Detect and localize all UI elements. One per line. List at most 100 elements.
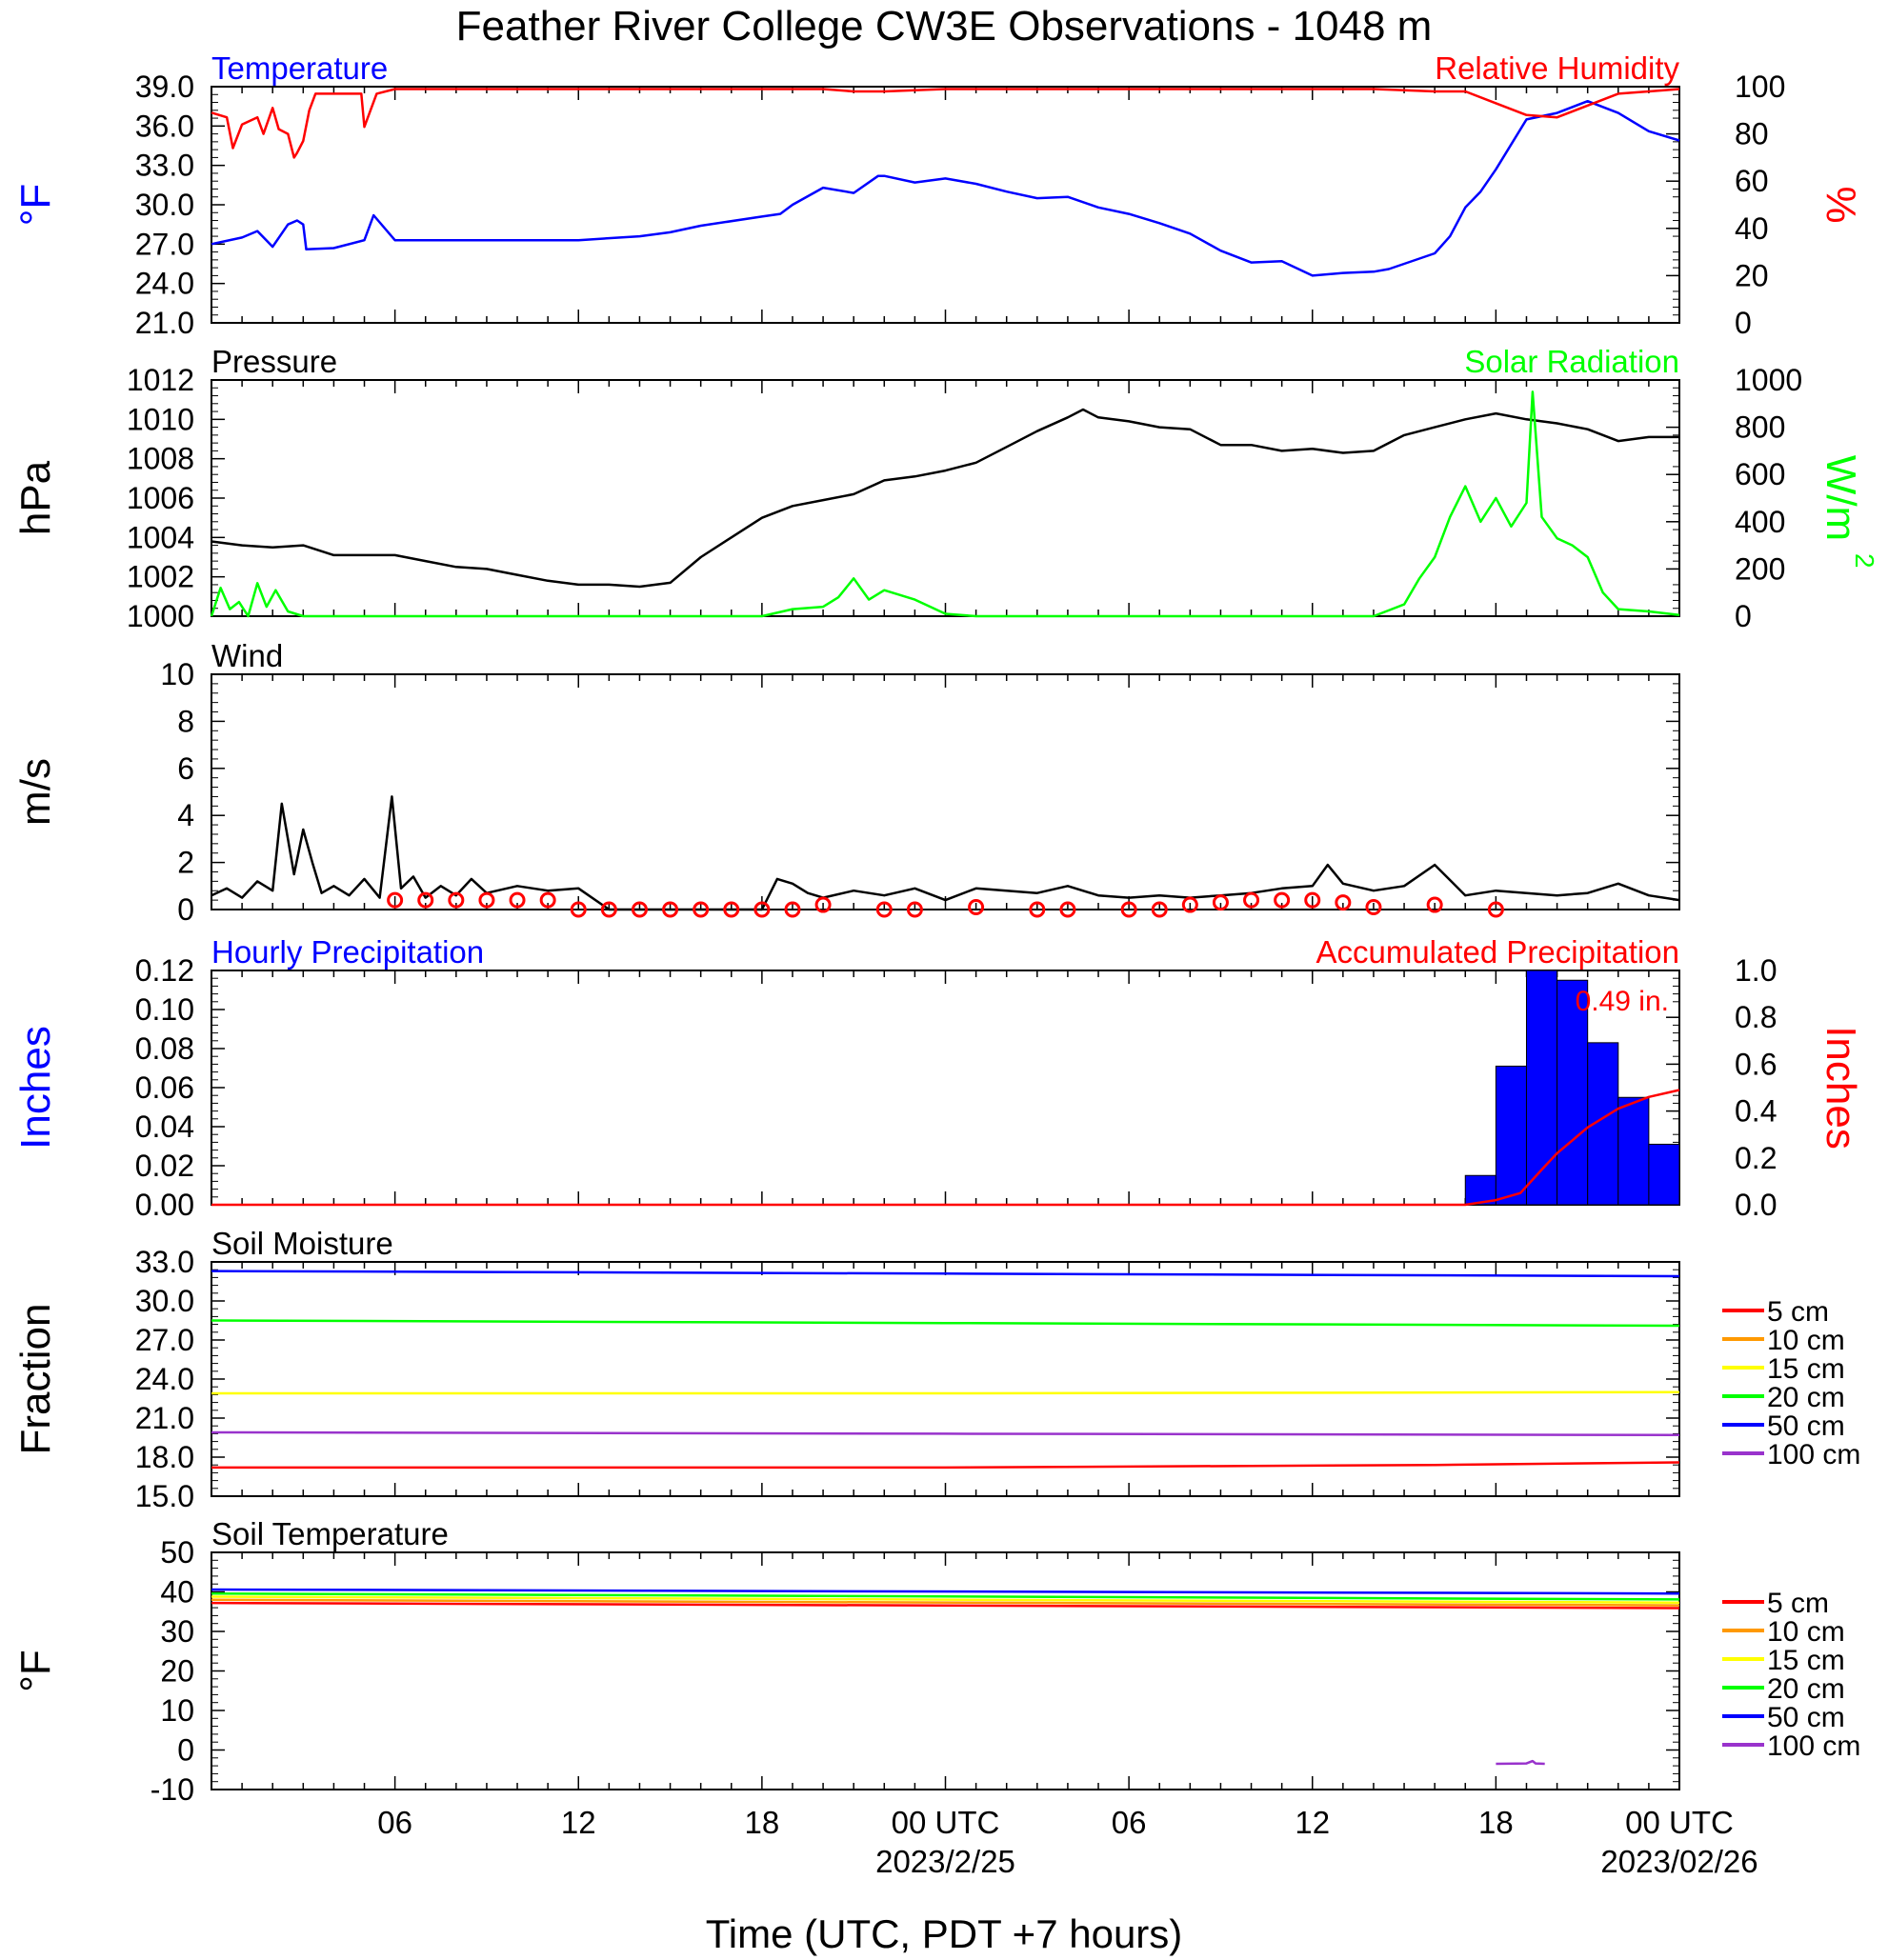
y-tick-label-left: 8 [177, 704, 194, 738]
series-line-relative-humidity [211, 88, 1680, 159]
y-tick-label-left: 0.00 [135, 1188, 194, 1222]
y-tick-label-left: 0.08 [135, 1031, 194, 1066]
y-tick-label-left: 24.0 [135, 267, 194, 301]
y-tick-label-left: 30 [160, 1614, 194, 1649]
y-tick-label-left: 1006 [127, 481, 194, 515]
y-tick-label-left: 27.0 [135, 227, 194, 261]
x-tick-label: 00 UTC [892, 1805, 1000, 1840]
legend-label: 20 cm [1767, 1382, 1845, 1413]
x-tick-label: 06 [377, 1805, 412, 1840]
y-axis-label-left: m/s [12, 758, 59, 826]
y-tick-label-right: 40 [1735, 211, 1769, 246]
y-tick-label-left: 21.0 [135, 306, 194, 340]
series-line-5-cm [211, 1601, 1680, 1610]
y-tick-label-left: 0.10 [135, 992, 194, 1027]
legend-label: 100 cm [1767, 1730, 1860, 1762]
panel-right-title: Solar Radiation [1464, 344, 1679, 379]
x-tick-label: 18 [1478, 1805, 1514, 1840]
wind-barb-marker [723, 901, 740, 918]
legend-label: 15 cm [1767, 1353, 1845, 1385]
y-tick-label-left: 1008 [127, 442, 194, 476]
x-tick-label: 00 UTC [1625, 1805, 1734, 1840]
panel-left-title: Soil Moisture [211, 1226, 393, 1261]
wind-barb-marker [814, 896, 832, 913]
wind-barb-marker [478, 891, 495, 909]
panel-left-title: Temperature [211, 50, 388, 86]
y-axis-label-left: hPa [12, 460, 59, 535]
y-tick-label-right: 60 [1735, 164, 1769, 198]
y-tick-label-left: 0 [177, 892, 194, 927]
panel-soil_moisture: 33.0 30.0 27.0 24.0 21.0 18.0 15.0 Soil Moistur… [12, 1226, 1860, 1513]
y-tick-label-left: 33.0 [135, 149, 194, 183]
y-axis-label-superscript: 2 [1850, 553, 1879, 569]
y-tick-label-right: 0.4 [1735, 1094, 1777, 1129]
legend-label: 50 cm [1767, 1702, 1845, 1733]
wind-barb-marker [417, 891, 434, 909]
y-tick-label-left: 39.0 [135, 70, 194, 104]
y-tick-label-left: 0.06 [135, 1070, 194, 1105]
y-tick-label-left: 0.02 [135, 1149, 194, 1183]
legend-label: 5 cm [1767, 1296, 1829, 1328]
y-tick-label-left: 20 [160, 1654, 194, 1689]
series-line-20-cm [211, 1319, 1680, 1328]
series-line-10-cm [211, 1598, 1680, 1607]
wind-barb-marker [1243, 891, 1260, 909]
y-tick-label-left: 27.0 [135, 1323, 194, 1357]
y-tick-label-left: 0.04 [135, 1110, 194, 1144]
wind-barb-marker [570, 901, 587, 918]
series-line-15-cm [211, 1390, 1680, 1395]
x-axis-group: 06 12 18 00 UTC 06 12 18 00 UTC 2023/2/25 2023/02… [377, 1805, 1757, 1879]
y-tick-label-right: 1000 [1735, 363, 1802, 397]
wind-barb-marker [1426, 896, 1443, 913]
precip-bar [1648, 1143, 1680, 1206]
panel-wind: 10 8 6 4 2 0 Wind m/s [12, 638, 1680, 927]
wind-barb-marker [509, 891, 526, 909]
x-date-label: 2023/02/26 [1600, 1844, 1757, 1879]
wind-barb-marker [1365, 899, 1382, 916]
chart-title: Feather River College CW3E Observations … [456, 3, 1433, 50]
wind-barb-marker [387, 891, 404, 909]
y-tick-label-left: 30.0 [135, 1284, 194, 1318]
y-tick-label-right: 0.8 [1735, 1000, 1777, 1034]
y-tick-label-left: 0 [177, 1733, 194, 1768]
y-tick-label-right: 800 [1735, 410, 1785, 445]
precip-bar [1557, 979, 1589, 1206]
legend-label: 10 cm [1767, 1616, 1845, 1648]
y-tick-label-right: 0.2 [1735, 1141, 1777, 1175]
series-line-pressure [211, 408, 1679, 589]
wind-barb-marker [1212, 894, 1229, 911]
y-tick-label-left: 15.0 [135, 1479, 194, 1513]
series-line-wind [211, 795, 1680, 911]
y-tick-label-left: 1012 [127, 363, 194, 397]
wind-barb-marker [1029, 901, 1046, 918]
wind-barb-marker [1059, 901, 1076, 918]
y-tick-label-left: 2 [177, 846, 194, 880]
y-tick-label-right: 0.6 [1735, 1047, 1777, 1081]
legend-label: 100 cm [1767, 1439, 1860, 1470]
panels-group: 39.036.033.030.027.024.021.0100806040200… [12, 50, 1879, 1807]
panel-left-title: Wind [211, 638, 283, 673]
legend-label: 10 cm [1767, 1325, 1845, 1356]
legend-label: 5 cm [1767, 1588, 1829, 1619]
panel-temp_rh: 39.0 36.0 33.0 30.0 27.0 24.0 21.0 100 80 60 40 20 0… [12, 50, 1864, 340]
y-axis-label-left: °F [12, 1650, 59, 1691]
panel-precipitation: 0.12 0.10 0.08 0.06 0.04 0.02 0.00 1.0 0.8 0.6 0.4… [12, 934, 1864, 1222]
y-tick-label-right: 20 [1735, 258, 1769, 292]
series-line-100-cm [211, 1430, 1680, 1437]
legend-label: 20 cm [1767, 1673, 1845, 1705]
wind-barb-marker [600, 901, 617, 918]
panel-pressure_solar: 1012 1010 1008 1006 1004 1002 1000 1000 800 600 40… [12, 344, 1879, 633]
series-line-15-cm [211, 1595, 1680, 1604]
x-tick-label: 06 [1112, 1805, 1147, 1840]
x-axis-label: Time (UTC, PDT +7 hours) [706, 1911, 1183, 1956]
x-tick-label: 12 [561, 1805, 596, 1840]
x-date-label: 2023/2/25 [875, 1844, 1015, 1879]
wind-barb-marker [631, 901, 648, 918]
y-tick-label-right: 400 [1735, 505, 1785, 539]
y-axis-label-right: % [1818, 186, 1864, 223]
precip-bar [1495, 1065, 1527, 1206]
y-tick-label-left: 1010 [127, 402, 194, 436]
wind-barb-marker [448, 891, 465, 909]
